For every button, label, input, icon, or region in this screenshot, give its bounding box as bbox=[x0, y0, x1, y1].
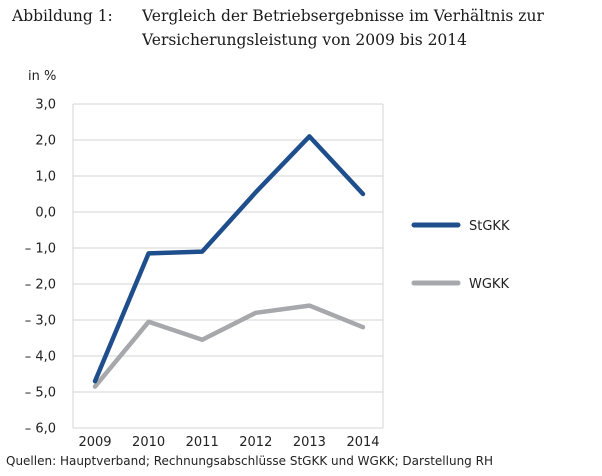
source-note: Quellen: Hauptverband; Rechnungsabschlüs… bbox=[6, 454, 493, 468]
y-tick-label: – 5,0 bbox=[25, 386, 56, 401]
x-axis-ticks: 2009 2010 2011 2012 2013 2014 bbox=[78, 435, 379, 450]
y-tick-label: – 6,0 bbox=[25, 422, 56, 437]
x-tick-label: 2014 bbox=[346, 435, 379, 450]
x-tick-label: 2009 bbox=[78, 435, 111, 450]
series-lines bbox=[92, 134, 366, 389]
y-tick-label: 1,0 bbox=[35, 170, 56, 185]
figure-label: Abbildung 1: bbox=[12, 7, 113, 25]
x-tick-label: 2010 bbox=[132, 435, 165, 450]
y-tick-label: 2,0 bbox=[35, 134, 56, 149]
x-tick-label: 2013 bbox=[293, 435, 326, 450]
x-tick-label: 2012 bbox=[239, 435, 272, 450]
y-axis-ticks: 3,0 2,0 1,0 0,0 – 1,0 – 2,0 – 3,0 – 4,0 – 5,0 – 6… bbox=[25, 98, 56, 437]
y-tick-label: – 1,0 bbox=[25, 242, 56, 257]
x-tick-label: 2011 bbox=[186, 435, 219, 450]
y-axis-label: in % bbox=[28, 69, 56, 84]
legend-label-wgkk: WGKK bbox=[469, 277, 509, 292]
series-line-wgkk bbox=[92, 303, 366, 389]
legend: StGKK WGKK bbox=[411, 219, 510, 292]
legend-label-stgkk: StGKK bbox=[469, 219, 510, 234]
y-tick-label: – 2,0 bbox=[25, 278, 56, 293]
y-tick-label: 3,0 bbox=[35, 98, 56, 113]
figure-title-line-1: Vergleich der Betriebsergebnisse im Verh… bbox=[142, 7, 544, 25]
y-tick-label: – 3,0 bbox=[25, 314, 56, 329]
gridlines bbox=[72, 103, 384, 429]
y-tick-label: 0,0 bbox=[35, 206, 56, 221]
figure-title-line-2: Versicherungsleistung von 2009 bis 2014 bbox=[142, 31, 468, 49]
y-tick-label: – 4,0 bbox=[25, 350, 56, 365]
series-line-stgkk bbox=[92, 134, 366, 384]
